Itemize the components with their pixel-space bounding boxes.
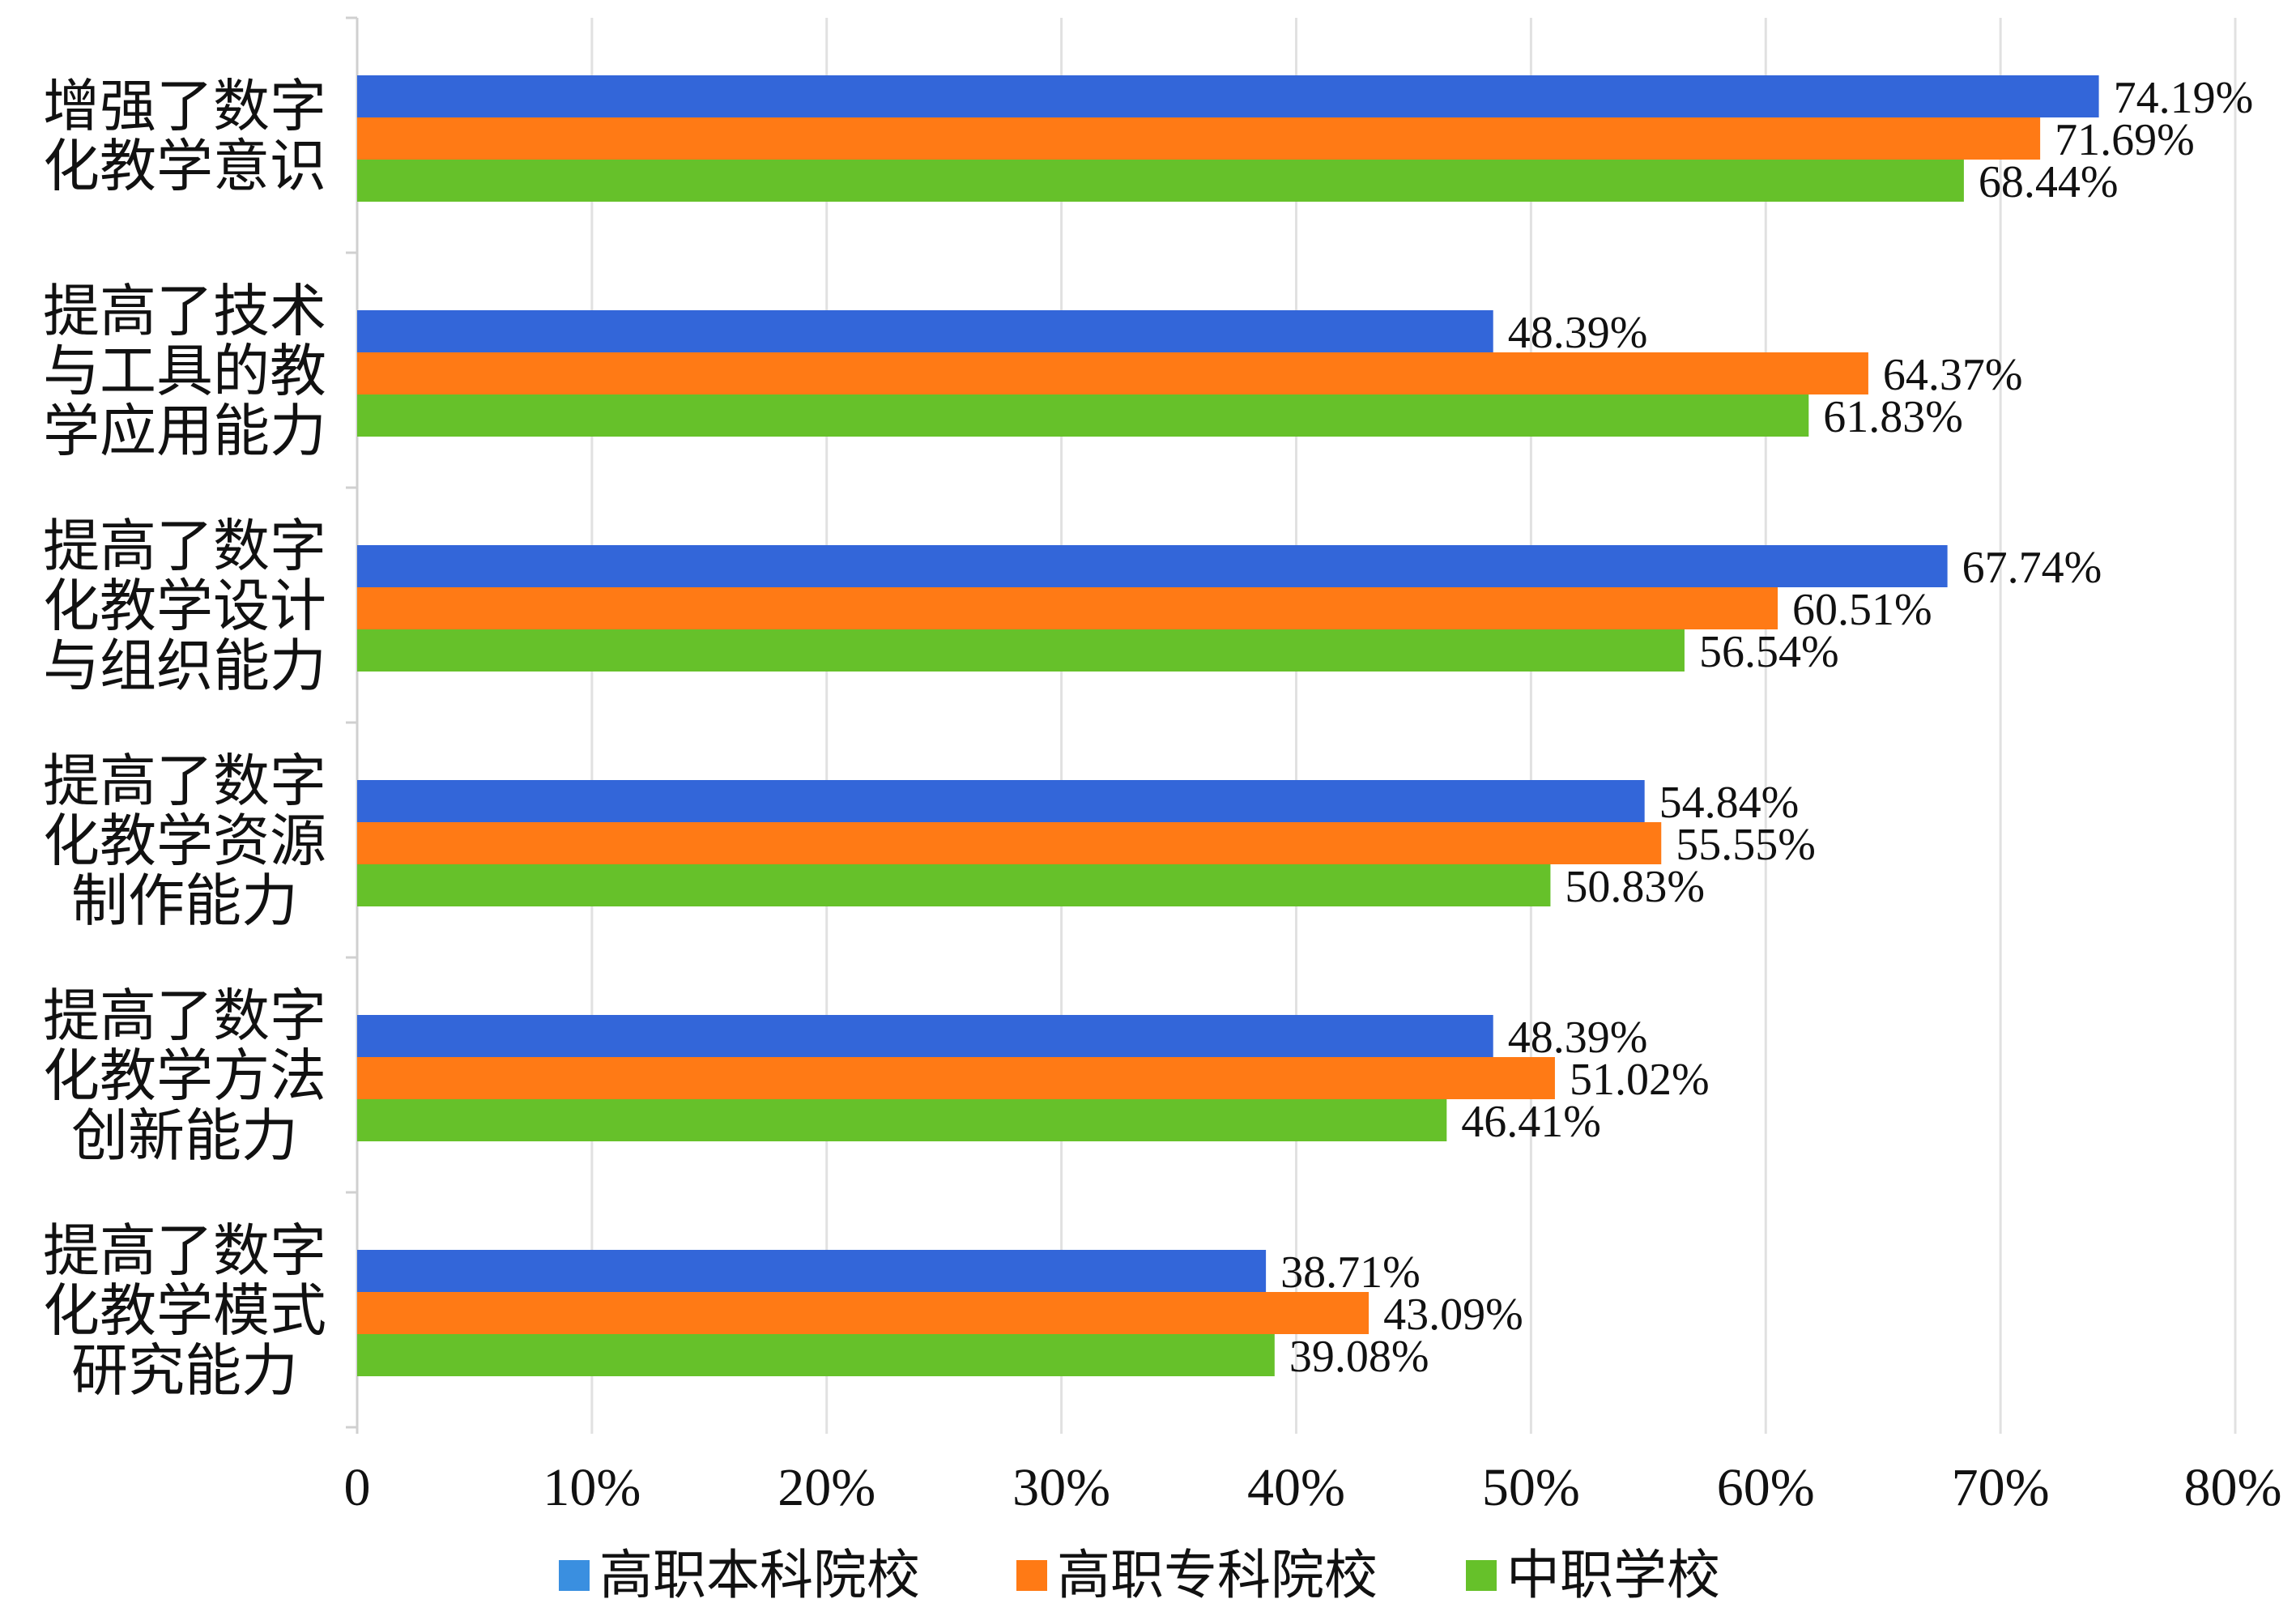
category-label: 化教学设计 [43,573,326,639]
x-tick-label: 60% [1717,1458,1815,1517]
x-tick-label: 40% [1247,1458,1345,1517]
bar [357,1334,1275,1376]
bar [357,822,1662,864]
category-labels: 增强了数字化教学意识提高了技术与工具的教学应用能力提高了数字化教学设计与组织能力… [43,73,326,1404]
bar [357,1099,1447,1141]
bar [357,160,1964,202]
x-tick-label: 30% [1012,1458,1110,1517]
bar [357,780,1645,822]
data-label: 68.44% [1979,157,2119,207]
category-label: 创新能力 [71,1102,298,1169]
data-label: 56.54% [1699,627,1839,677]
category-label: 提高了技术 [43,278,326,344]
legend-swatch [1466,1560,1497,1591]
x-tick-labels: 0 10% 20% 30% 40% 50% 60% 70% 80% [344,1458,2282,1517]
bar [357,629,1685,672]
category-label: 化教学资源 [43,808,326,874]
bar [357,75,2099,117]
data-label: 64.37% [1883,350,2023,400]
data-label: 60.51% [1792,585,1932,635]
legend: 高职本科院校 高职专科院校 中职学校 [559,1544,1720,1606]
category-label: 与组织能力 [43,633,326,699]
x-tick-label: 50% [1482,1458,1580,1517]
data-label: 38.71% [1280,1247,1421,1298]
category-label: 研究能力 [71,1337,298,1404]
legend-label: 中职学校 [1506,1544,1720,1606]
data-label: 50.83% [1565,862,1705,912]
data-label: 74.19% [2114,73,2254,123]
category-label: 化教学模式 [43,1277,326,1344]
data-labels: 74.19%71.69%68.44% 48.39% 64.37%61.83% 67.7… [1280,73,2253,1382]
category-label: 化教学方法 [43,1043,326,1109]
data-label: 67.74% [1962,543,2102,593]
bar [357,1250,1267,1292]
data-label: 51.02% [1570,1055,1710,1105]
x-tick-label: 20% [777,1458,875,1517]
bar [357,864,1551,906]
data-label: 43.09% [1383,1290,1523,1340]
bar [357,310,1493,352]
legend-label: 高职专科院校 [1057,1544,1378,1606]
category-label: 提高了数字 [43,1217,326,1284]
data-label: 39.08% [1289,1332,1429,1382]
data-label: 71.69% [2055,115,2195,165]
y-axis [346,16,359,1434]
category-label: 提高了数字 [43,983,326,1049]
bar [357,545,1948,587]
x-tick-label: 0 [344,1458,371,1517]
x-tick-label: 70% [1952,1458,2050,1517]
data-label: 54.84% [1659,778,1800,828]
bar [357,117,2041,160]
category-label: 增强了数字 [43,73,326,139]
category-label: 提高了数字 [43,513,326,579]
data-label: 55.55% [1676,820,1816,870]
legend-label: 高职本科院校 [599,1544,920,1606]
category-label: 制作能力 [71,868,298,934]
data-label: 48.39% [1508,308,1648,358]
gridlines [590,18,2237,1434]
data-label: 61.83% [1823,392,1963,442]
category-label: 与工具的教 [43,338,326,404]
bar [357,1057,1555,1099]
category-label: 化教学意识 [43,133,326,199]
category-label: 提高了数字 [43,748,326,814]
data-label: 48.39% [1508,1013,1648,1063]
bar [357,1292,1370,1334]
bar [357,1015,1493,1057]
category-label: 学应用能力 [43,398,326,464]
legend-swatch [1016,1560,1047,1591]
legend-swatch [559,1560,590,1591]
x-tick-label: 80% [2184,1458,2282,1517]
x-tick-label: 10% [543,1458,641,1517]
data-label: 46.41% [1461,1097,1601,1147]
bar [357,352,1868,394]
bar [357,394,1809,437]
bars [357,75,2099,1376]
bar [357,587,1778,629]
